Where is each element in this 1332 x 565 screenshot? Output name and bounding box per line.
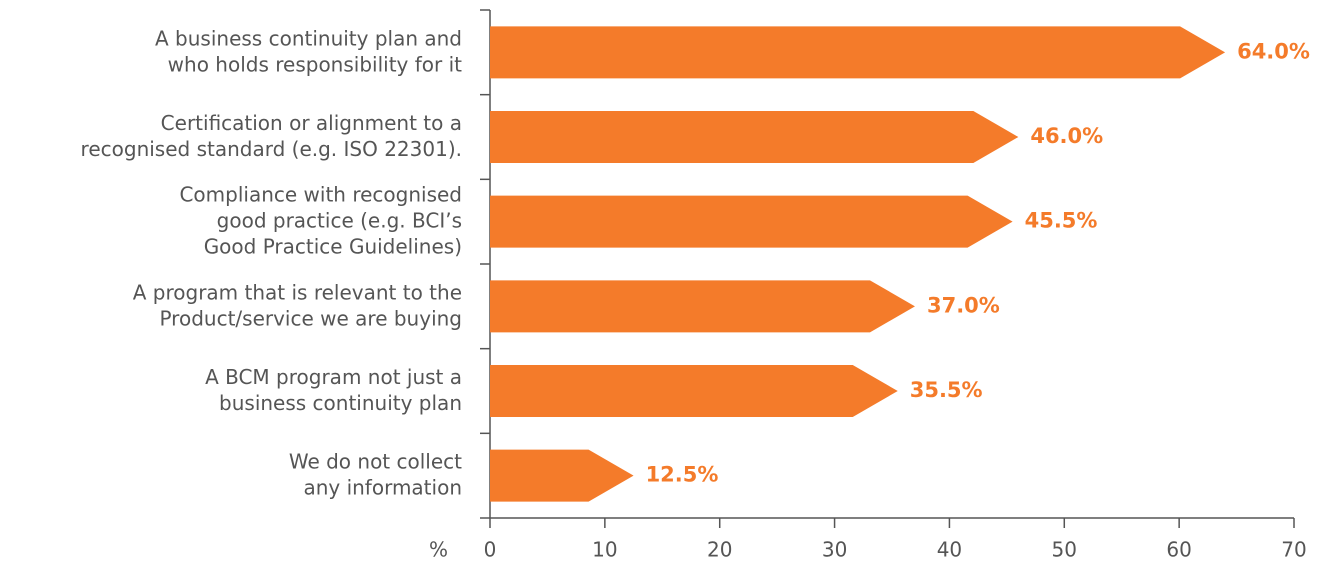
category-label: A business continuity plan and who holds … <box>155 26 462 76</box>
bar <box>490 449 634 502</box>
value-label: 37.0% <box>927 293 1000 317</box>
category-label-line: A business continuity plan and <box>155 26 462 50</box>
category-label-line: Compliance with recognised <box>179 182 462 206</box>
value-label: 35.5% <box>910 378 983 402</box>
category-label: Certification or alignment to a recognise… <box>81 111 462 161</box>
category-label: A program that is relevant to the Product… <box>133 280 462 330</box>
x-tick-label: 50 <box>1052 538 1077 562</box>
category-label-line: recognised standard (e.g. ISO 22301). <box>81 137 462 161</box>
category-label-line: We do not collect <box>289 449 462 473</box>
category-label-line: Certification or alignment to a <box>161 111 462 135</box>
category-label: A BCM program not just a business continu… <box>205 365 462 415</box>
value-label: 45.5% <box>1025 209 1098 233</box>
bar <box>490 365 898 417</box>
category-label-line: A BCM program not just a <box>205 365 462 389</box>
value-label: 64.0% <box>1237 39 1310 63</box>
bar <box>490 111 1019 163</box>
x-tick-label: 0 <box>484 538 497 562</box>
category-label-line: business continuity plan <box>219 391 462 415</box>
category-label-line: Product/service we are buying <box>159 306 462 330</box>
category-label-line: A program that is relevant to the <box>133 280 462 304</box>
x-tick-label: 30 <box>822 538 847 562</box>
category-label-line: Good Practice Guidelines) <box>204 234 462 258</box>
x-tick-label: 70 <box>1281 538 1306 562</box>
category-label-line: who holds responsibility for it <box>168 52 462 76</box>
value-label: 12.5% <box>646 463 719 487</box>
category-label: We do not collect any information <box>289 449 462 499</box>
category-label-line: any information <box>303 475 462 499</box>
bar <box>490 195 1013 248</box>
x-tick-label: 60 <box>1166 538 1191 562</box>
bar <box>490 280 915 333</box>
x-tick-label: 40 <box>937 538 962 562</box>
bar <box>490 26 1226 79</box>
category-label-line: good practice (e.g. BCI’s <box>217 208 462 232</box>
x-axis-label: % <box>429 538 448 562</box>
category-label: Compliance with recognised good practice … <box>179 182 462 258</box>
value-label: 46.0% <box>1030 124 1103 148</box>
x-tick-label: 10 <box>592 538 617 562</box>
x-tick-label: 20 <box>707 538 732 562</box>
